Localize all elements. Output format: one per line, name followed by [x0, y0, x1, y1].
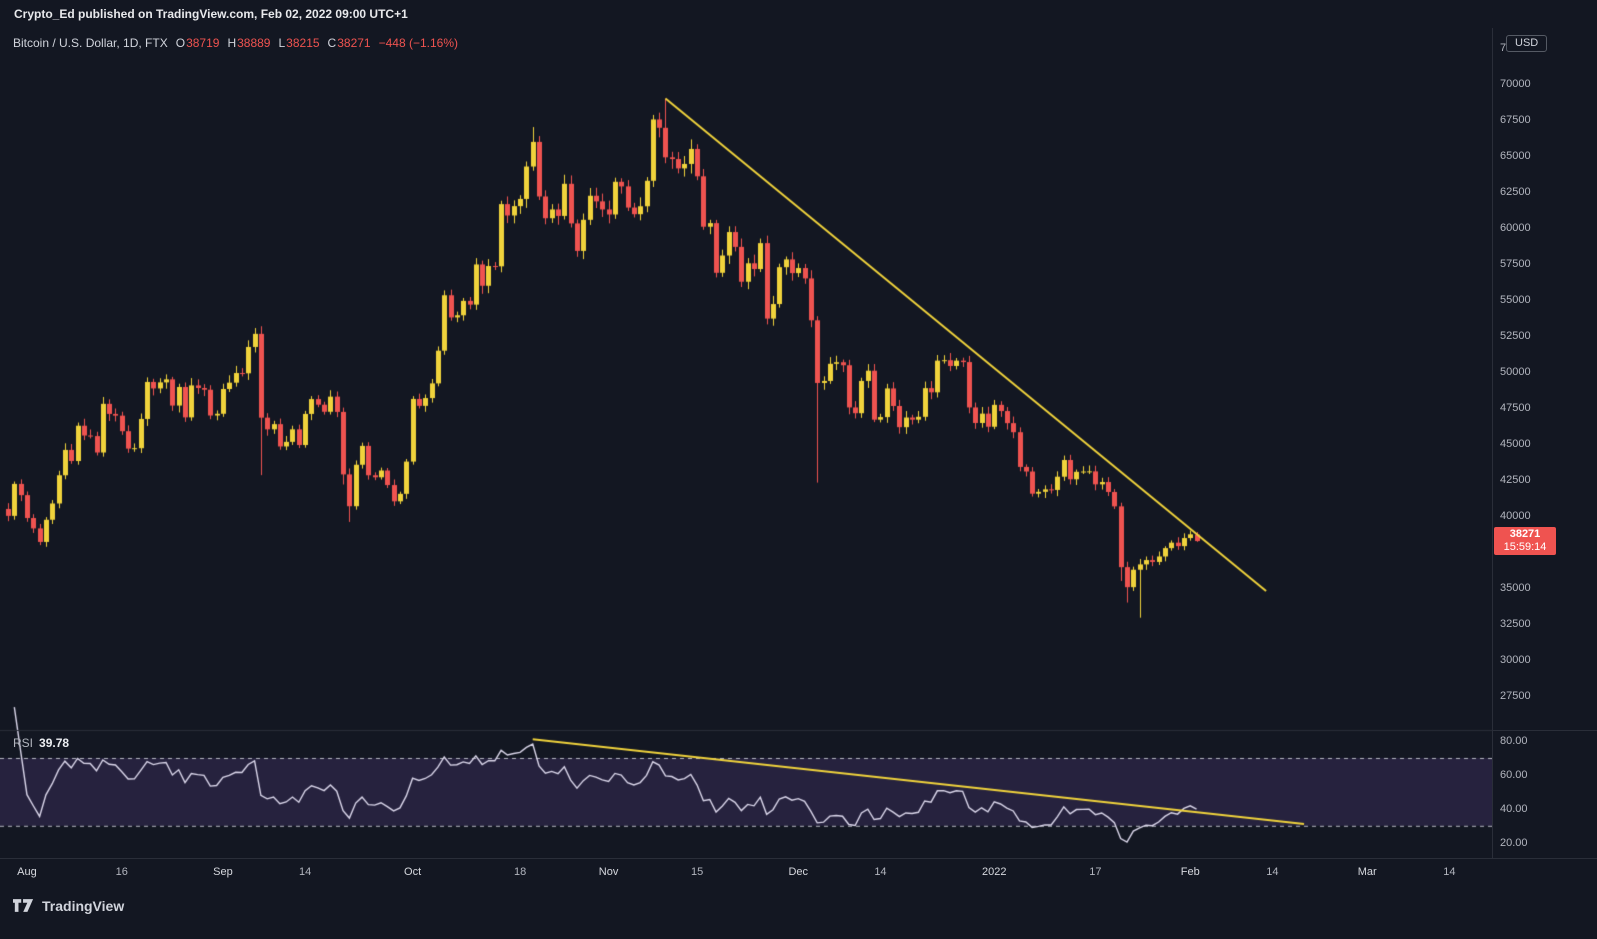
price-tick-label: 50000	[1500, 366, 1531, 379]
time-tick-label: Nov	[598, 866, 619, 878]
time-tick-label: 18	[513, 866, 527, 878]
pane-separator	[1493, 730, 1597, 731]
candlestick-chart[interactable]	[0, 28, 1492, 858]
publish-text: Crypto_Ed published on TradingView.com, …	[14, 7, 408, 21]
symbol-legend[interactable]: Bitcoin / U.S. Dollar, 1D, FTX O38719 H3…	[13, 36, 458, 50]
time-tick-label: 17	[1089, 866, 1102, 878]
footer: TradingView	[0, 887, 1597, 939]
time-tick-label: 14	[1443, 866, 1456, 878]
time-tick-label: 2022	[981, 866, 1007, 878]
time-tick-label: Mar	[1357, 866, 1377, 878]
rsi-tick-label: 60.00	[1500, 768, 1528, 781]
price-tick-label: 65000	[1500, 150, 1531, 163]
chart-area: Bitcoin / U.S. Dollar, 1D, FTX O38719 H3…	[0, 28, 1597, 858]
time-tick-label: Aug	[17, 866, 37, 878]
time-tick-label: Sep	[213, 866, 233, 878]
rsi-tick-label: 40.00	[1500, 802, 1528, 815]
last-price-tag: 38271 15:59:14	[1494, 527, 1556, 556]
price-tick-label: 40000	[1500, 510, 1531, 523]
publish-banner: Crypto_Ed published on TradingView.com, …	[0, 0, 1597, 28]
price-tick-label: 55000	[1500, 294, 1531, 307]
time-tick-label: Feb	[1180, 866, 1200, 878]
open-readout: O38719	[175, 36, 220, 50]
symbol-title[interactable]: Bitcoin / U.S. Dollar, 1D, FTX	[13, 36, 168, 50]
time-tick-label: 14	[299, 866, 312, 878]
price-tick-label: 32500	[1500, 618, 1531, 631]
high-readout: H38889	[227, 36, 271, 50]
rsi-tick-label: 20.00	[1500, 836, 1528, 849]
rsi-indicator-legend[interactable]: RSI 39.78	[13, 736, 69, 750]
last-price-value: 38271	[1509, 528, 1541, 541]
low-readout: L38215	[278, 36, 320, 50]
price-tick-label: 52500	[1500, 330, 1531, 343]
tradingview-brand[interactable]: TradingView	[42, 898, 125, 914]
rsi-label: RSI	[13, 736, 34, 750]
time-tick-label: 14	[1266, 866, 1279, 878]
time-tick-label: 16	[115, 866, 128, 878]
price-tick-label: 45000	[1500, 438, 1531, 451]
change-readout: −448 (−1.16%)	[378, 36, 458, 50]
currency-unit-button[interactable]: USD	[1506, 35, 1548, 52]
time-tick-label: 14	[874, 866, 887, 878]
price-tick-label: 30000	[1500, 654, 1531, 667]
price-tick-label: 70000	[1500, 78, 1531, 91]
price-tick-label: 27500	[1500, 690, 1531, 703]
price-tick-label: 35000	[1500, 582, 1531, 595]
price-tick-label: 57500	[1500, 258, 1531, 271]
price-tick-label: 60000	[1500, 222, 1531, 235]
price-axis[interactable]: USD 725007000067500650006250060000575005…	[1492, 28, 1597, 858]
rsi-tick-label: 80.00	[1500, 735, 1528, 748]
price-tick-label: 47500	[1500, 402, 1531, 415]
close-readout: C38271	[327, 36, 371, 50]
tradingview-logo[interactable]	[13, 898, 34, 914]
time-tick-label: Dec	[788, 866, 809, 878]
countdown-timer: 15:59:14	[1503, 541, 1547, 554]
price-tick-label: 42500	[1500, 474, 1531, 487]
rsi-value: 39.78	[39, 736, 70, 750]
time-axis[interactable]: Aug 16 Sep 14 Oct 18 Nov 15 Dec 14 2022 17 Feb 14 Mar 1…	[0, 858, 1597, 887]
price-tick-label: 67500	[1500, 114, 1531, 127]
time-tick-label: Oct	[404, 866, 422, 878]
price-tick-label: 62500	[1500, 186, 1531, 199]
time-tick-label: 15	[690, 866, 704, 878]
